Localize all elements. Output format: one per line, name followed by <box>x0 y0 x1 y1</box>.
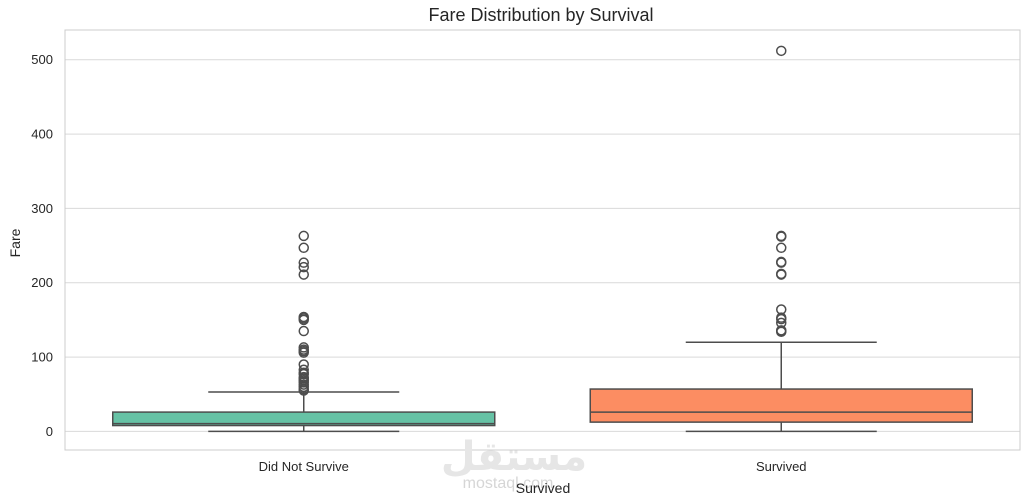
outlier-point <box>298 257 309 268</box>
x-axis-label: Survived <box>516 480 570 496</box>
outlier-point <box>298 367 309 378</box>
outlier-point <box>298 269 309 280</box>
outlier-point <box>776 256 787 268</box>
outlier-point <box>298 364 309 375</box>
outlier-point <box>776 312 787 323</box>
watermark-subtext: mostaql.com <box>463 475 554 492</box>
outlier-point <box>298 342 309 353</box>
x-axis-ticks: Did Not Survive Survived <box>259 459 807 474</box>
outlier-point <box>298 371 309 383</box>
y-tick-label: 300 <box>31 201 53 216</box>
y-tick-label: 400 <box>31 127 53 142</box>
y-tick-label: 0 <box>46 424 53 439</box>
plot-frame <box>64 29 1021 451</box>
outlier-point <box>298 230 309 242</box>
x-tick-label: Survived <box>756 459 807 474</box>
outlier-point <box>776 268 787 280</box>
outlier-point <box>776 242 787 254</box>
outlier-point <box>776 325 787 336</box>
box-plots <box>112 45 973 433</box>
outlier-point <box>298 261 309 273</box>
box-group <box>112 230 496 433</box>
outlier-point <box>776 304 787 315</box>
watermark-logo: مستقل mostaql.com <box>441 435 587 492</box>
outlier-point <box>776 230 787 242</box>
grid-lines <box>65 59 1020 432</box>
y-axis-ticks: 0 100 200 300 400 500 <box>31 52 53 439</box>
box-iqr <box>112 411 496 427</box>
y-tick-label: 100 <box>31 350 53 365</box>
chart-title: Fare Distribution by Survival <box>428 5 653 25</box>
box-group <box>589 45 973 433</box>
outlier-point <box>298 359 309 370</box>
y-tick-label: 200 <box>31 275 53 290</box>
y-axis-label: Fare <box>7 228 23 257</box>
outlier-point <box>776 317 787 329</box>
x-tick-label: Did Not Survive <box>259 459 349 474</box>
outlier-point <box>776 45 787 57</box>
watermark-text: مستقل <box>441 435 587 479</box>
y-tick-label: 500 <box>31 52 53 67</box>
outlier-point <box>298 242 309 254</box>
outlier-point <box>298 311 309 323</box>
outlier-point <box>298 325 309 337</box>
box-iqr <box>589 388 973 423</box>
